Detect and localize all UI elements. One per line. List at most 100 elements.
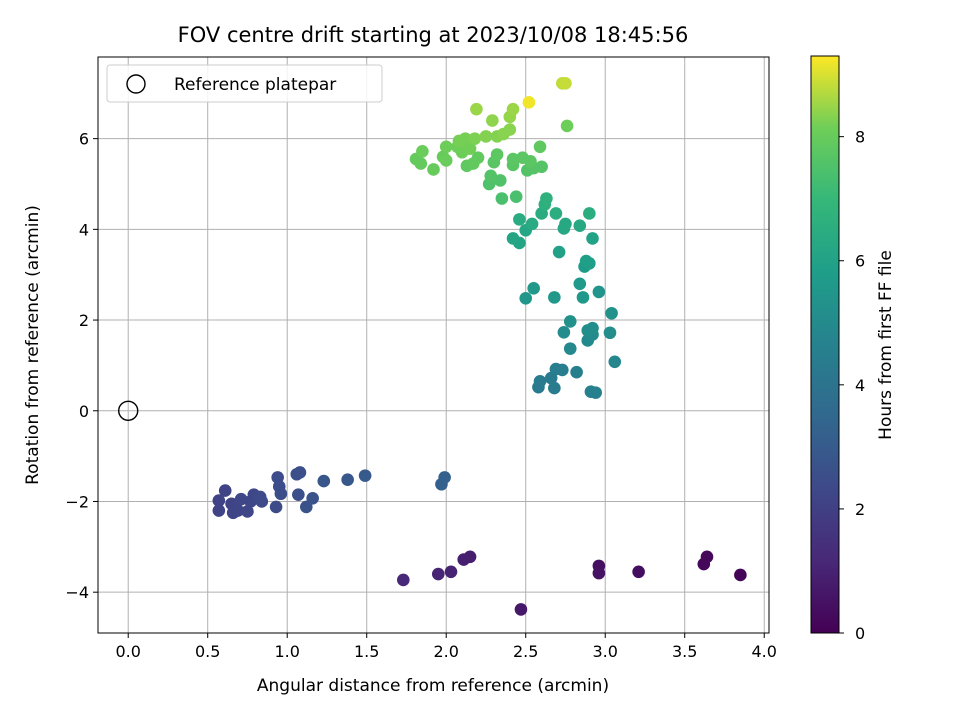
data-point [605, 306, 618, 320]
colorbar-tick-label: 0 [855, 624, 865, 643]
data-point [457, 553, 471, 566]
data-points [212, 77, 747, 616]
data-point [559, 77, 572, 90]
data-point [506, 232, 520, 245]
x-tick-label: 2.5 [513, 642, 538, 661]
data-point [444, 565, 458, 579]
data-point [573, 219, 587, 233]
data-point [396, 573, 410, 587]
data-point [608, 355, 622, 369]
data-point [471, 151, 485, 164]
data-point [570, 365, 583, 379]
data-point [522, 96, 536, 109]
data-point [484, 169, 498, 183]
data-point [506, 102, 520, 116]
colorbar-gradient [810, 55, 840, 634]
data-point [559, 217, 572, 231]
data-point [535, 160, 548, 174]
data-point [563, 315, 577, 328]
x-tick-label: 3.5 [672, 642, 697, 661]
data-point [560, 119, 574, 133]
colorbar-label: Hours from first FF file [876, 250, 896, 440]
plot-background [98, 57, 769, 633]
data-point [439, 154, 453, 167]
data-point [234, 492, 248, 506]
plot-frame [97, 56, 770, 634]
x-tick-label: 1.0 [274, 642, 299, 661]
data-point [506, 152, 520, 166]
data-point [486, 114, 499, 127]
data-point [734, 568, 747, 582]
data-point [513, 213, 526, 226]
data-point [579, 254, 593, 268]
data-point [524, 155, 537, 168]
legend: Reference platepar [106, 64, 383, 103]
data-point [548, 381, 561, 395]
colorbar-ticks: 0 2 4 6 8 [839, 128, 865, 643]
colorbar-tick-label: 8 [855, 128, 865, 147]
y-axis-ticks: −4 −2 0 2 4 6 [65, 130, 98, 602]
data-point [527, 282, 540, 295]
data-point [557, 326, 571, 339]
data-point [292, 488, 305, 501]
data-point [459, 132, 472, 145]
reference-marker-layer [118, 400, 139, 421]
data-point [632, 565, 645, 579]
colorbar-tick-label: 2 [855, 500, 865, 519]
colorbar-tick-label: 6 [855, 252, 865, 271]
data-point [218, 484, 232, 497]
data-point [589, 386, 602, 399]
data-point [274, 487, 288, 501]
x-tick-label: 1.5 [354, 642, 379, 661]
x-tick-label: 4.0 [752, 642, 777, 661]
data-point [212, 494, 226, 507]
data-point [592, 566, 606, 580]
y-tick-label: 6 [79, 130, 89, 149]
legend-box [106, 64, 383, 103]
data-point [697, 557, 711, 571]
data-point [586, 321, 599, 335]
data-point [269, 500, 283, 514]
data-point [509, 190, 523, 203]
data-point [525, 217, 539, 231]
x-tick-label: 3.0 [592, 642, 617, 661]
data-point [212, 504, 226, 517]
data-point [495, 192, 509, 205]
data-point [540, 192, 553, 205]
data-point [358, 469, 372, 482]
colorbar: 0 2 4 6 8 Hours from first FF file [810, 55, 896, 643]
x-axis-ticks: 0.0 0.5 1.0 1.5 2.0 2.5 3.0 3.5 4.0 [115, 633, 777, 661]
data-point [463, 142, 477, 155]
chart-title: FOV centre drift starting at 2023/10/08 … [178, 23, 689, 47]
data-point [293, 466, 307, 479]
y-tick-label: −4 [65, 583, 89, 602]
y-axis-label: Rotation from reference (arcmin) [23, 205, 43, 485]
data-point [573, 277, 587, 291]
data-point [493, 174, 507, 187]
data-point [519, 291, 533, 305]
x-axis-label: Angular distance from reference (arcmin) [257, 676, 609, 696]
x-tick-label: 0.0 [115, 642, 140, 661]
x-tick-label: 0.5 [195, 642, 220, 661]
data-point [299, 500, 313, 514]
data-point [479, 130, 493, 143]
data-point [416, 145, 429, 158]
y-tick-label: 4 [79, 220, 89, 239]
data-point [514, 603, 528, 616]
data-point [427, 163, 440, 176]
data-point [317, 474, 331, 488]
data-point [255, 495, 269, 508]
data-point [341, 473, 354, 487]
legend-open-circle-marker [126, 74, 146, 94]
reference-platepar-marker [118, 400, 139, 421]
data-point [549, 207, 563, 220]
x-tick-label: 2.0 [433, 642, 458, 661]
data-point [533, 140, 547, 154]
y-tick-label: −2 [65, 492, 89, 511]
colorbar-tick-label: 4 [855, 376, 865, 395]
data-point [576, 291, 590, 304]
data-point [231, 504, 245, 517]
data-point [552, 245, 566, 259]
data-point [555, 363, 569, 377]
